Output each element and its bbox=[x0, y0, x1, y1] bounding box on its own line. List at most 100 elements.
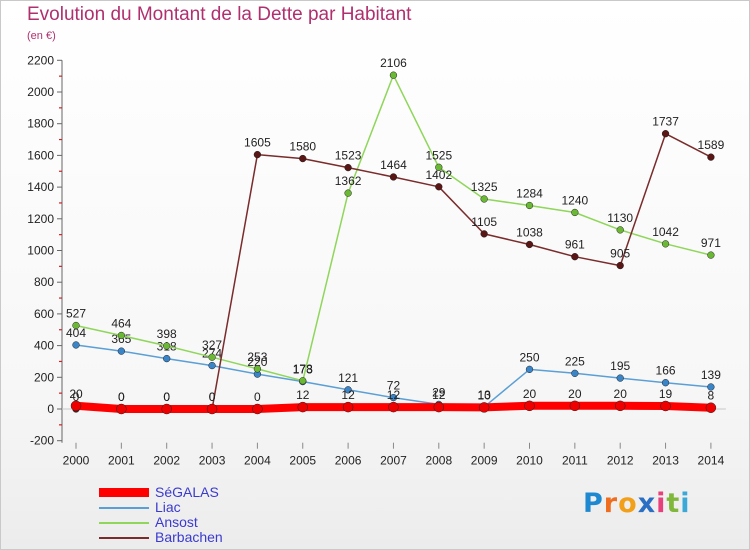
data-label: 1589 bbox=[698, 138, 725, 152]
y-tick-label: 1400 bbox=[27, 180, 54, 194]
data-point bbox=[571, 253, 579, 261]
series-s-galas: 20 0 0 0 0 12 12 12 12 10 20 20 20 19 8 bbox=[69, 387, 717, 415]
chart-title: Evolution du Montant de la Dette par Hab… bbox=[27, 4, 412, 25]
x-tick-label: 2013 bbox=[652, 454, 679, 468]
proxiti-logo: Proxiti bbox=[583, 488, 691, 519]
x-tick-label: 2007 bbox=[380, 454, 407, 468]
series-ansost: 527 464 398 327 253 178 1362 2106 1525 1325 1284 12… bbox=[66, 56, 721, 385]
data-label: 20 bbox=[69, 387, 83, 401]
legend-label: Liac bbox=[155, 499, 181, 515]
data-point bbox=[342, 401, 354, 413]
data-label: 1130 bbox=[607, 211, 633, 225]
data-point bbox=[389, 173, 398, 181]
data-point bbox=[388, 401, 399, 413]
data-point bbox=[616, 261, 624, 270]
data-label: 250 bbox=[519, 350, 539, 364]
data-label: 327 bbox=[202, 338, 222, 352]
data-label: 72 bbox=[387, 379, 401, 393]
data-label: 1605 bbox=[244, 136, 271, 150]
data-label: 1240 bbox=[561, 193, 588, 207]
data-label: 29 bbox=[432, 385, 446, 399]
data-point bbox=[616, 226, 624, 234]
data-label: 1464 bbox=[380, 158, 407, 172]
data-label: 12 bbox=[341, 388, 355, 402]
data-label: 398 bbox=[157, 327, 177, 341]
data-point bbox=[161, 403, 172, 415]
data-label: 1523 bbox=[335, 149, 362, 163]
x-tick-label: 2011 bbox=[562, 454, 588, 468]
x-tick-label: 2008 bbox=[425, 454, 452, 468]
data-label: 20 bbox=[523, 387, 537, 401]
x-tick-label: 2003 bbox=[199, 454, 226, 468]
data-point bbox=[435, 183, 443, 191]
data-label: 253 bbox=[247, 350, 267, 364]
data-label: 1402 bbox=[425, 168, 452, 182]
data-label: 1284 bbox=[516, 186, 543, 200]
data-point bbox=[344, 386, 352, 394]
x-tick-label: 2000 bbox=[63, 454, 90, 468]
data-point bbox=[707, 153, 715, 161]
y-tick-label: 2200 bbox=[27, 53, 54, 67]
logo-letter: o bbox=[618, 488, 638, 519]
data-label: 166 bbox=[656, 364, 676, 378]
y-tick-label: 1000 bbox=[27, 244, 54, 258]
data-label: 0 bbox=[163, 390, 170, 404]
x-tick-label: 2005 bbox=[289, 454, 316, 468]
legend-label: Barbachen bbox=[155, 529, 223, 545]
data-label: 0 bbox=[163, 390, 170, 404]
series-barbachen: 0 0 0 0 1605 1580 1523 1464 1402 1105 1038 961 905 17… bbox=[72, 115, 725, 413]
logo-letter: i bbox=[680, 488, 691, 519]
data-point bbox=[707, 251, 715, 259]
data-point bbox=[661, 240, 670, 248]
data-point bbox=[707, 383, 715, 391]
data-point bbox=[389, 71, 398, 79]
data-label: 12 bbox=[432, 388, 446, 402]
legend-swatch bbox=[99, 522, 149, 524]
data-point bbox=[163, 354, 171, 363]
x-tick-label: 2012 bbox=[607, 454, 634, 468]
data-label: 225 bbox=[565, 354, 585, 368]
data-point bbox=[299, 377, 307, 385]
y-tick-label: 1200 bbox=[27, 212, 54, 226]
data-point bbox=[569, 400, 581, 412]
y-tick-label: -200 bbox=[30, 434, 54, 448]
data-point bbox=[571, 208, 579, 217]
data-point bbox=[525, 365, 534, 374]
data-point bbox=[525, 240, 534, 249]
legend-swatch bbox=[99, 537, 149, 539]
data-label: 1580 bbox=[289, 140, 316, 154]
data-point bbox=[478, 402, 490, 413]
logo-letter: r bbox=[603, 488, 619, 519]
legend-swatch bbox=[99, 488, 149, 497]
data-point bbox=[660, 400, 671, 412]
data-point bbox=[206, 403, 218, 415]
data-point bbox=[72, 321, 80, 330]
data-point bbox=[72, 341, 80, 349]
data-label: 12 bbox=[387, 388, 401, 402]
logo-letter: P bbox=[583, 488, 604, 519]
data-point bbox=[208, 353, 216, 361]
data-point bbox=[525, 201, 534, 210]
data-label: 220 bbox=[247, 355, 267, 369]
logo-letter: t bbox=[666, 488, 681, 519]
data-label: 0 bbox=[73, 390, 80, 404]
data-label: 971 bbox=[701, 236, 721, 250]
data-point bbox=[117, 331, 125, 340]
data-label: 905 bbox=[610, 247, 630, 261]
y-tick-label: 200 bbox=[34, 370, 54, 384]
x-tick-label: 2009 bbox=[471, 454, 498, 468]
data-label: 139 bbox=[701, 368, 721, 382]
data-point bbox=[299, 154, 307, 163]
data-label: 2106 bbox=[380, 56, 407, 70]
data-label: 0 bbox=[118, 390, 125, 404]
data-label: 1042 bbox=[652, 225, 679, 239]
data-point bbox=[435, 163, 443, 171]
x-tick-label: 2002 bbox=[153, 454, 180, 468]
data-point bbox=[163, 342, 171, 350]
data-label: 0 bbox=[209, 390, 216, 404]
legend-label: Ansost bbox=[155, 514, 198, 530]
data-label: 20 bbox=[614, 387, 628, 401]
data-point bbox=[433, 401, 445, 413]
data-point bbox=[252, 403, 263, 415]
